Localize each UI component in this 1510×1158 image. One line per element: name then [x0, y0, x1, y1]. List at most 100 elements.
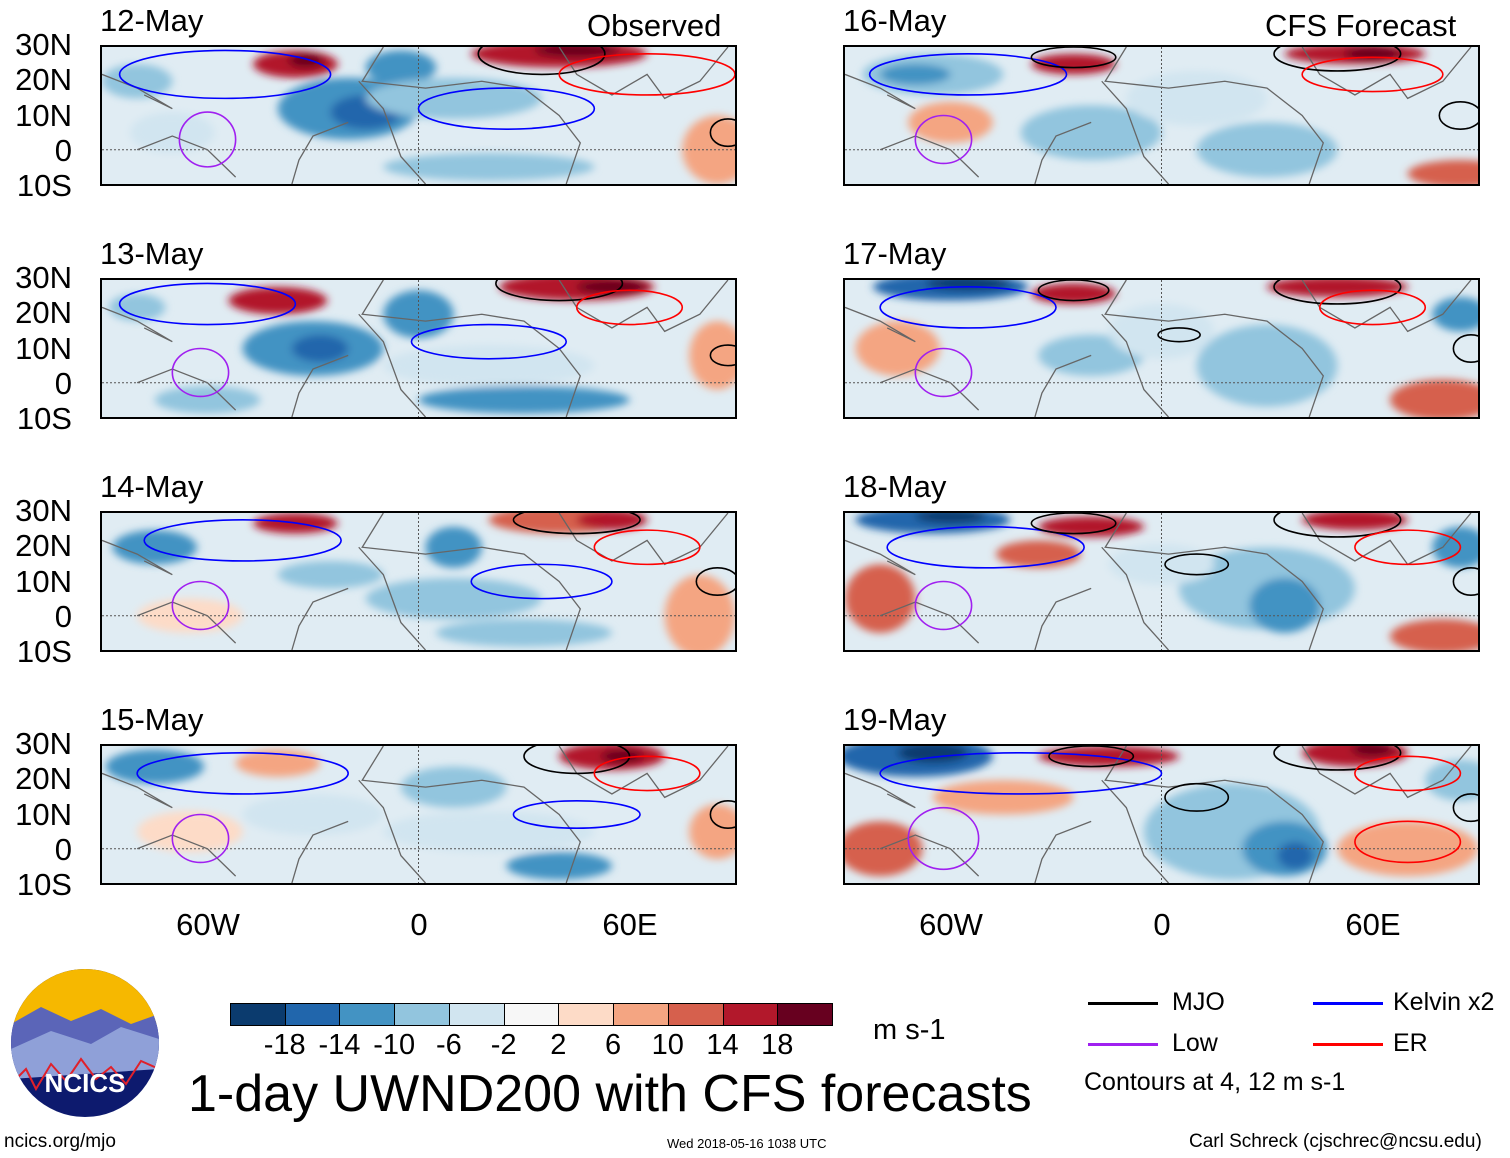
wave-contour — [1031, 47, 1115, 68]
coastline — [845, 746, 1471, 883]
coastline — [102, 513, 728, 650]
wave-contour — [1031, 513, 1115, 534]
lon-tick-label: 60W — [919, 907, 983, 942]
contour-note: Contours at 4, 12 m s-1 — [1084, 1068, 1346, 1096]
wave-contour — [120, 283, 296, 324]
lat-tick-label: 10N — [15, 796, 72, 832]
wave-contour — [1165, 784, 1228, 811]
coastline — [845, 513, 1471, 650]
wind-anomaly-patch — [689, 804, 735, 860]
wind-anomaly-patch — [1020, 105, 1162, 161]
wave-contour — [1049, 746, 1133, 767]
lat-tick-label: 10S — [16, 634, 72, 669]
wind-anomaly-patch — [1031, 53, 1116, 75]
coastline — [102, 47, 728, 184]
lat-tick-label: 10S — [16, 168, 72, 203]
colorbar-tick-label: 14 — [706, 1029, 739, 1061]
colorbar-swatch — [613, 1003, 669, 1026]
wave-contour — [1453, 794, 1478, 821]
panel-date: 12-May — [100, 3, 204, 38]
wave-contour — [1355, 821, 1461, 862]
colorbar-tick-label: 2 — [550, 1029, 567, 1061]
wind-anomaly-patch — [383, 345, 595, 387]
colorbar-tick-label: -2 — [490, 1029, 517, 1061]
legend-kelvin: Kelvin x2 — [1393, 988, 1495, 1016]
colorbar-tick-label: 18 — [761, 1029, 794, 1061]
panel-date: 16-May — [843, 3, 947, 38]
colorbar-tick-label: -18 — [263, 1029, 306, 1061]
wind-anomaly-patch — [277, 560, 384, 589]
wind-anomaly-patch — [112, 530, 197, 565]
wave-contour — [594, 756, 699, 790]
wind-anomaly-patch — [1432, 297, 1478, 332]
wind-anomaly-patch — [682, 115, 735, 184]
wave-contour — [524, 746, 630, 773]
wind-anomaly-patch — [1390, 619, 1478, 650]
wind-anomaly-patch — [1277, 841, 1313, 870]
panel-date: 14-May — [100, 469, 204, 504]
lat-tick-label: 30N — [15, 260, 72, 295]
map-panel-15-may — [100, 744, 737, 885]
colorbar-swatch — [394, 1003, 450, 1026]
colorbar-units: m s-1 — [873, 1014, 946, 1046]
colorbar-tick-label: -6 — [436, 1029, 462, 1061]
wind-anomaly-patch — [1302, 513, 1408, 531]
wave-contour — [471, 564, 612, 598]
colorbar-swatch — [667, 1003, 724, 1026]
wave-contour — [1355, 756, 1461, 790]
legend-line-er — [1313, 1043, 1383, 1046]
wave-contour — [144, 520, 341, 561]
wave-contour — [710, 345, 735, 366]
wind-anomaly-patch — [105, 749, 204, 784]
wind-anomaly-patch — [1126, 70, 1267, 126]
wind-anomaly-patch — [534, 47, 619, 58]
lon-tick-label: 60E — [602, 907, 658, 942]
wind-anomaly-patch — [664, 574, 735, 650]
lat-tick-label: 0 — [54, 132, 72, 168]
map-panel-19-may — [843, 744, 1480, 885]
lat-tick-label: 30N — [15, 726, 72, 761]
wave-contour — [1158, 328, 1200, 342]
wave-contour — [1355, 530, 1461, 564]
wind-anomaly-patch — [383, 153, 595, 181]
wind-anomaly-patch — [1038, 746, 1180, 767]
wind-anomaly-patch — [154, 386, 261, 414]
wind-anomaly-patch — [601, 749, 644, 764]
legend-er: ER — [1393, 1029, 1428, 1057]
colorbar-swatch — [339, 1003, 396, 1026]
footer-url[interactable]: ncics.org/mjo — [4, 1131, 116, 1152]
logo-text: NCICS — [45, 1068, 126, 1098]
wave-contour — [120, 50, 331, 98]
wind-anomaly-patch — [1407, 160, 1478, 184]
wave-contour — [915, 116, 971, 164]
colorbar-swatch — [503, 1003, 560, 1026]
wave-contour — [137, 753, 348, 794]
wind-anomaly-patch — [1249, 578, 1320, 633]
wave-contour — [1439, 102, 1478, 129]
wave-contour — [513, 513, 640, 534]
lat-tick-label: 10N — [15, 330, 72, 366]
wind-anomaly-patch — [1038, 516, 1144, 537]
colorbar-swatch — [284, 1003, 341, 1026]
wind-anomaly-patch — [932, 780, 1074, 815]
wave-contour — [696, 568, 735, 595]
coastline — [845, 47, 1471, 184]
wind-anomaly-patch — [383, 811, 595, 853]
colorbar-tick-label: 10 — [651, 1029, 684, 1061]
legend-line-low — [1088, 1043, 1158, 1046]
coastline — [845, 280, 1471, 417]
legend-line-kelvin — [1313, 1002, 1383, 1005]
lat-tick-label: 0 — [54, 831, 72, 867]
wind-anomaly-patch — [291, 334, 349, 363]
wind-anomaly-patch — [897, 746, 969, 764]
wind-anomaly-patch — [689, 321, 735, 390]
wave-contour — [496, 280, 623, 301]
wind-anomaly-patch — [109, 293, 166, 322]
colorbar-swatch — [722, 1003, 779, 1026]
wave-contour — [1453, 335, 1478, 362]
legend-low: Low — [1172, 1029, 1218, 1057]
wave-contour — [870, 54, 1067, 95]
wave-contour — [179, 112, 235, 167]
map-panel-12-may — [100, 45, 737, 186]
lat-tick-label: 30N — [15, 27, 72, 62]
